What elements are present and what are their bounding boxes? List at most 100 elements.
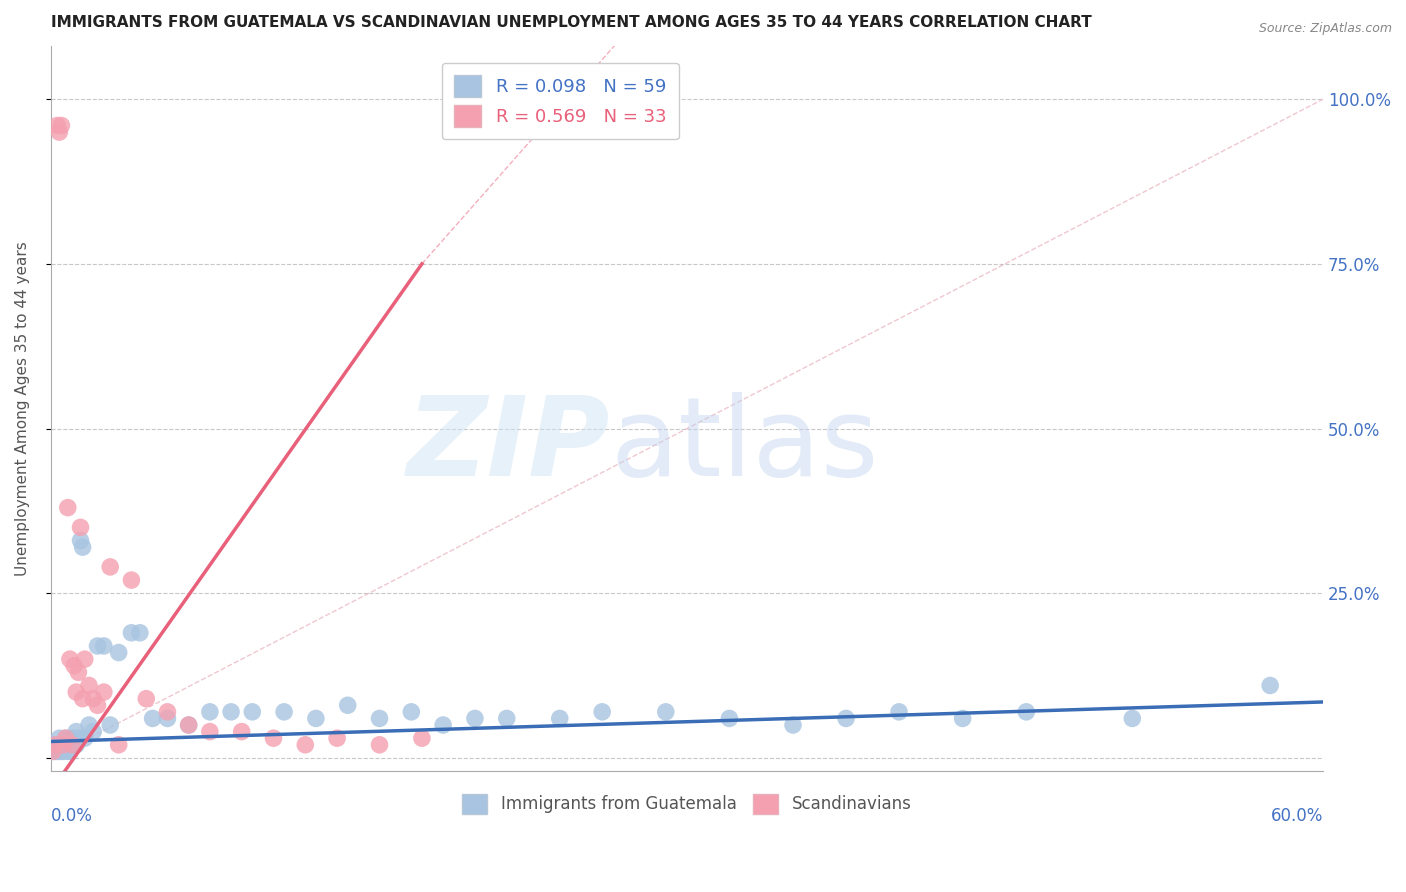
Point — [263, 731, 285, 746]
Point — [56, 738, 79, 752]
Point — [42, 744, 65, 758]
Point — [48, 744, 70, 758]
Point — [294, 738, 316, 752]
Point — [718, 711, 741, 725]
Point — [60, 738, 83, 752]
Point — [120, 573, 142, 587]
Point — [60, 738, 83, 752]
Point — [65, 738, 87, 752]
Y-axis label: Unemployment Among Ages 35 to 44 years: Unemployment Among Ages 35 to 44 years — [15, 242, 30, 576]
Point — [1121, 711, 1143, 725]
Point — [464, 711, 486, 725]
Point — [73, 652, 96, 666]
Point — [1015, 705, 1038, 719]
Point — [432, 718, 454, 732]
Point — [46, 744, 69, 758]
Point — [655, 705, 678, 719]
Point — [72, 691, 94, 706]
Point — [177, 718, 200, 732]
Point — [495, 711, 517, 725]
Point — [219, 705, 242, 719]
Point — [107, 646, 129, 660]
Point — [782, 718, 804, 732]
Point — [48, 125, 70, 139]
Point — [67, 731, 90, 746]
Point — [52, 744, 75, 758]
Point — [55, 731, 77, 746]
Point — [98, 560, 121, 574]
Point — [59, 738, 82, 752]
Point — [52, 738, 75, 752]
Point — [86, 639, 108, 653]
Point — [273, 705, 295, 719]
Point — [63, 658, 86, 673]
Point — [326, 731, 349, 746]
Point — [107, 738, 129, 752]
Point — [60, 731, 83, 746]
Point — [77, 678, 100, 692]
Point — [63, 731, 86, 746]
Point — [82, 691, 104, 706]
Point — [55, 731, 77, 746]
Text: 60.0%: 60.0% — [1271, 807, 1323, 825]
Point — [46, 738, 69, 752]
Point — [240, 705, 263, 719]
Point — [135, 691, 157, 706]
Point — [835, 711, 858, 725]
Point — [51, 738, 73, 752]
Point — [72, 540, 94, 554]
Point — [120, 625, 142, 640]
Point — [368, 738, 391, 752]
Point — [198, 724, 221, 739]
Point — [156, 705, 179, 719]
Point — [69, 533, 91, 548]
Point — [59, 652, 82, 666]
Text: 0.0%: 0.0% — [51, 807, 93, 825]
Point — [59, 744, 82, 758]
Point — [82, 724, 104, 739]
Point — [55, 738, 77, 752]
Point — [93, 685, 115, 699]
Point — [65, 685, 87, 699]
Point — [42, 744, 65, 758]
Point — [73, 731, 96, 746]
Point — [128, 625, 150, 640]
Point — [98, 718, 121, 732]
Point — [368, 711, 391, 725]
Point — [65, 724, 87, 739]
Point — [548, 711, 571, 725]
Point — [86, 698, 108, 713]
Point — [1258, 678, 1281, 692]
Point — [69, 520, 91, 534]
Point — [51, 744, 73, 758]
Point — [156, 711, 179, 725]
Point — [952, 711, 974, 725]
Point — [77, 718, 100, 732]
Point — [142, 711, 165, 725]
Point — [46, 119, 69, 133]
Text: ZIP: ZIP — [408, 392, 610, 499]
Point — [336, 698, 359, 713]
Point — [305, 711, 328, 725]
Point — [887, 705, 910, 719]
Point — [51, 119, 73, 133]
Point — [67, 665, 90, 680]
Point — [56, 500, 79, 515]
Point — [44, 738, 66, 752]
Point — [401, 705, 423, 719]
Point — [93, 639, 115, 653]
Point — [52, 738, 75, 752]
Text: atlas: atlas — [610, 392, 879, 499]
Point — [591, 705, 613, 719]
Legend: Immigrants from Guatemala, Scandinavians: Immigrants from Guatemala, Scandinavians — [456, 787, 918, 821]
Point — [177, 718, 200, 732]
Text: Source: ZipAtlas.com: Source: ZipAtlas.com — [1258, 22, 1392, 36]
Point — [231, 724, 253, 739]
Point — [56, 744, 79, 758]
Point — [198, 705, 221, 719]
Point — [44, 738, 66, 752]
Point — [48, 731, 70, 746]
Point — [411, 731, 433, 746]
Text: IMMIGRANTS FROM GUATEMALA VS SCANDINAVIAN UNEMPLOYMENT AMONG AGES 35 TO 44 YEARS: IMMIGRANTS FROM GUATEMALA VS SCANDINAVIA… — [51, 15, 1091, 30]
Point — [44, 744, 66, 758]
